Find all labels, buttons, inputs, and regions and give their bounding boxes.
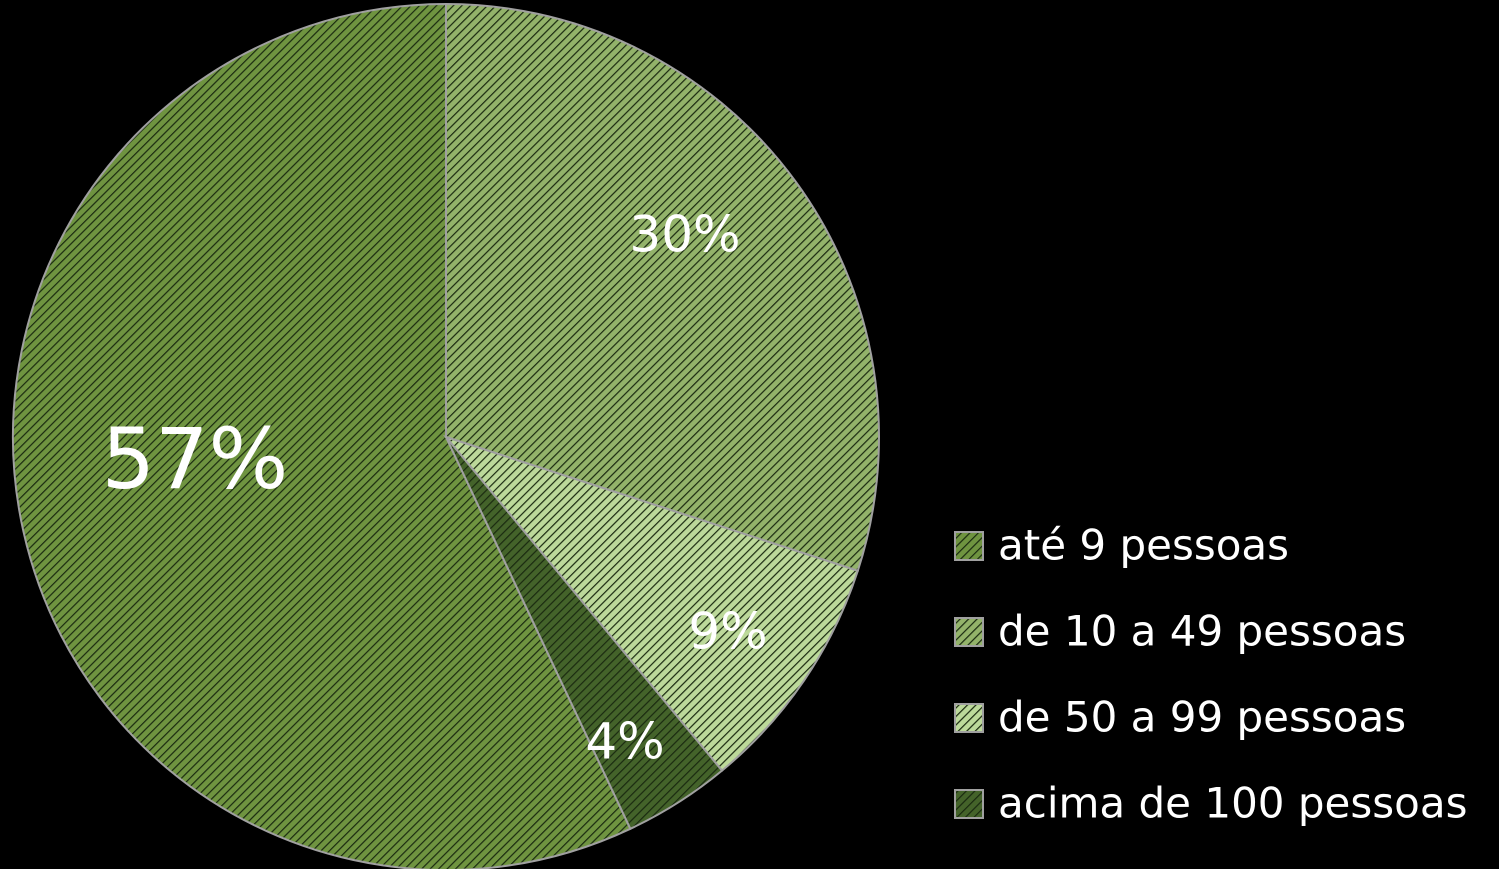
- data-label: 4%: [585, 713, 664, 771]
- legend-label: acima de 100 pessoas: [998, 779, 1467, 828]
- legend-label: até 9 pessoas: [998, 521, 1289, 570]
- pie-slice: [445, 436, 724, 831]
- legend-swatch: [954, 531, 984, 561]
- legend-label: de 50 a 99 pessoas: [998, 693, 1406, 742]
- pie-slice: [443, 434, 860, 773]
- legend-swatch: [954, 703, 984, 733]
- legend-swatch: [954, 789, 984, 819]
- legend-label: de 10 a 49 pessoas: [998, 607, 1406, 656]
- pie-slice: [445, 2, 880, 573]
- data-label: 30%: [629, 206, 740, 264]
- data-label: 9%: [688, 603, 767, 661]
- legend-swatch: [954, 617, 984, 647]
- pie-slice: [12, 2, 632, 869]
- data-label: 57%: [102, 410, 289, 508]
